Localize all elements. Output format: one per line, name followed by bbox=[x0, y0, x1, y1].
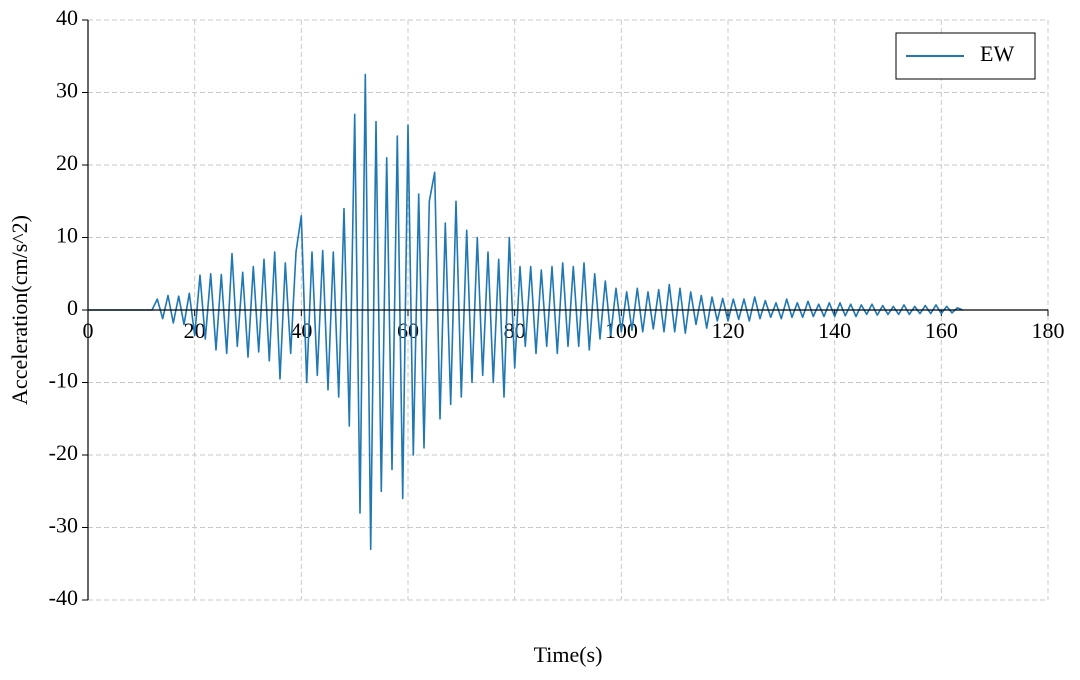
x-tick-label: 140 bbox=[818, 318, 851, 343]
y-tick-label: -20 bbox=[49, 440, 78, 465]
y-tick-label: -40 bbox=[49, 585, 78, 610]
x-tick-label: 120 bbox=[712, 318, 745, 343]
x-tick-label: 60 bbox=[397, 318, 419, 343]
series-line bbox=[88, 73, 964, 551]
legend: EW bbox=[895, 32, 1036, 80]
y-tick-label: -10 bbox=[49, 368, 78, 393]
y-tick-label: 10 bbox=[56, 223, 78, 248]
x-tick-label: 180 bbox=[1032, 318, 1065, 343]
y-tick-label: 20 bbox=[56, 150, 78, 175]
x-tick-label: 80 bbox=[504, 318, 526, 343]
y-tick-label: 30 bbox=[56, 78, 78, 103]
y-tick-label: 40 bbox=[56, 5, 78, 30]
x-tick-label: 160 bbox=[925, 318, 958, 343]
y-axis-label: Acceleration(cm/s^2) bbox=[7, 215, 32, 405]
y-tick-label: -30 bbox=[49, 513, 78, 538]
x-axis-label: Time(s) bbox=[534, 642, 603, 667]
x-tick-label: 40 bbox=[290, 318, 312, 343]
y-tick-label: 0 bbox=[67, 295, 78, 320]
legend-label: EW bbox=[980, 41, 1014, 66]
